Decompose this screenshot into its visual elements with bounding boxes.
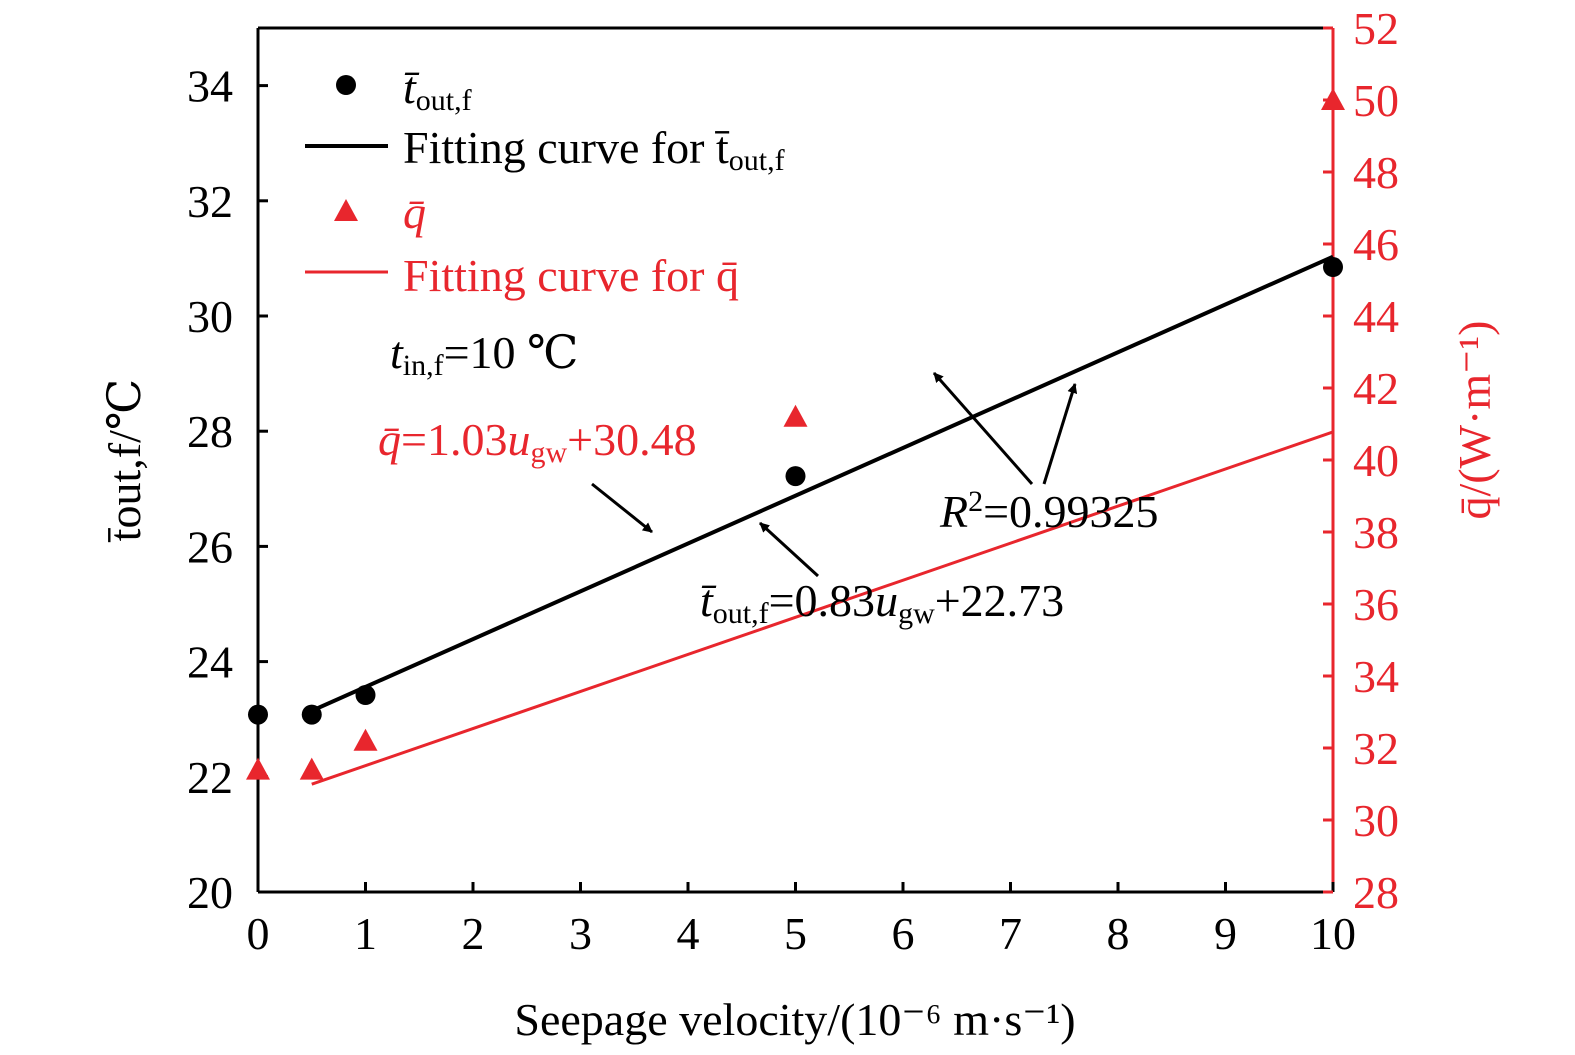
right-y-tick-label-2: 32 <box>1353 723 1399 774</box>
x-tick-label-4: 4 <box>677 908 700 959</box>
left-y-axis-ticks: 20 22 24 26 28 30 32 34 <box>187 61 268 918</box>
right-y-tick-label-10: 48 <box>1353 147 1399 198</box>
data-markers <box>246 88 1345 780</box>
x-tick-label-2: 2 <box>462 908 485 959</box>
right-y-tick-label-12: 52 <box>1353 3 1399 54</box>
t-out-point-0 <box>248 704 268 725</box>
t-out-point-1 <box>301 704 322 725</box>
left-y-tick-label-7: 34 <box>187 61 233 112</box>
x-tick-label-5: 5 <box>784 908 807 959</box>
r-squared-annotation: R2=0.99325 <box>939 485 1159 537</box>
t-fit-equation: t̄out,f=0.83ugw+22.73 <box>700 575 1064 630</box>
right-y-tick-label-6: 40 <box>1353 435 1399 486</box>
legend: t̄out,f Fitting curve for t̄out,f q̄ Fit… <box>305 62 785 301</box>
right-y-axis-ticks: 28 30 32 34 36 38 40 42 44 46 48 50 52 <box>1323 3 1399 918</box>
t-out-point-2 <box>355 685 376 706</box>
right-y-tick-label-11: 50 <box>1353 75 1399 126</box>
right-y-tick-label-1: 30 <box>1353 795 1399 846</box>
left-y-tick-label-2: 24 <box>187 637 233 688</box>
fit-lines <box>310 254 1334 786</box>
right-y-tick-label-8: 44 <box>1353 291 1399 342</box>
left-y-tick-label-0: 20 <box>187 867 233 918</box>
fit-line-t-out <box>310 254 1334 713</box>
left-y-tick-label-5: 30 <box>187 291 233 342</box>
x-tick-label-6: 6 <box>892 908 915 959</box>
r-squared-arrow-to-q-fit <box>932 372 1034 485</box>
right-y-tick-label-5: 38 <box>1353 507 1399 558</box>
inlet-temperature-annotation: tin,f=10 ℃ <box>390 327 579 382</box>
right-y-tick-label-7: 42 <box>1353 363 1399 414</box>
q-fit-equation: q̄=1.03ugw+30.48 <box>378 414 697 469</box>
left-y-tick-label-1: 22 <box>187 752 233 803</box>
legend-label-q-fit: Fitting curve for q̄ <box>403 250 739 301</box>
right-y-tick-label-4: 36 <box>1353 579 1399 630</box>
x-tick-label-8: 8 <box>1107 908 1130 959</box>
t-out-point-3 <box>785 466 806 487</box>
right-y-tick-label-9: 46 <box>1353 219 1399 270</box>
left-y-axis-title: t̄out,f/℃ <box>99 379 150 543</box>
x-tick-label-1: 1 <box>354 908 377 959</box>
q-point-0 <box>246 757 270 780</box>
fit-line-q <box>311 430 1334 786</box>
x-tick-label-10: 10 <box>1310 908 1356 959</box>
q-point-2 <box>353 728 378 751</box>
legend-label-q: q̄ <box>403 187 426 238</box>
x-axis-title: Seepage velocity/(10⁻⁶ m·s⁻¹) <box>514 994 1075 1045</box>
q-point-3 <box>783 404 808 427</box>
q-point-1 <box>299 757 324 780</box>
x-tick-label-9: 9 <box>1214 908 1237 959</box>
right-y-tick-label-0: 28 <box>1353 867 1399 918</box>
right-y-tick-label-3: 34 <box>1353 651 1399 702</box>
left-y-tick-label-6: 32 <box>187 176 233 227</box>
left-y-tick-label-4: 28 <box>187 406 233 457</box>
left-y-tick-label-3: 26 <box>187 521 233 572</box>
x-tick-label-0: 0 <box>247 908 270 959</box>
t-equation-arrow <box>758 521 820 578</box>
x-axis-ticks: 0 1 2 3 4 5 6 7 8 9 10 <box>247 882 1356 959</box>
legend-marker-q <box>334 199 358 221</box>
right-y-axis-title: q̄/(W·m⁻¹) <box>1449 320 1500 519</box>
q-point-4 <box>1321 88 1345 110</box>
legend-label-t-fit: Fitting curve for t̄out,f <box>403 122 785 177</box>
r-squared-arrow-to-t-fit <box>1042 383 1078 485</box>
legend-label-t-out: t̄out,f <box>403 62 472 117</box>
legend-marker-t-out <box>336 75 356 95</box>
q-equation-arrow <box>591 482 653 534</box>
x-tick-label-3: 3 <box>569 908 592 959</box>
x-tick-label-7: 7 <box>999 908 1022 959</box>
t-out-point-4 <box>1323 257 1343 278</box>
